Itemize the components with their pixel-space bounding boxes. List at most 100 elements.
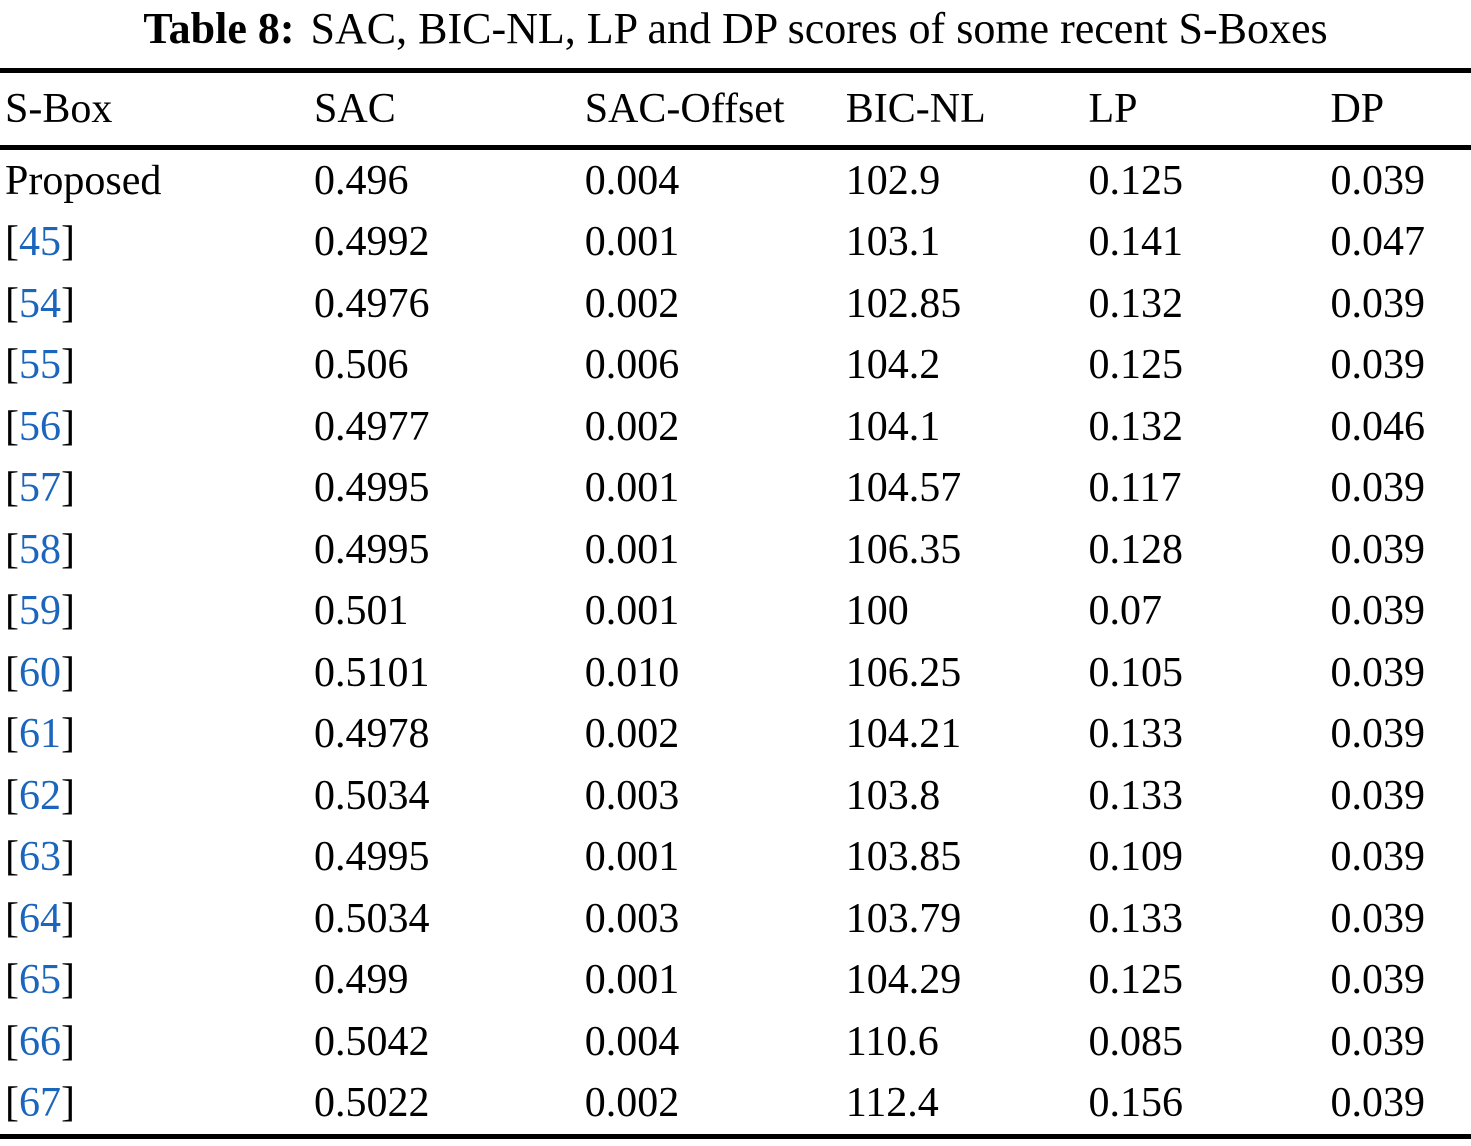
citation-bracket-close: ]	[61, 1080, 75, 1127]
citation-link[interactable]: 59	[19, 588, 61, 635]
cell-sbox: [54]	[0, 273, 314, 335]
cell-sbox: [64]	[0, 888, 314, 950]
cell-sac-offset: 0.001	[584, 834, 680, 881]
citation-bracket-close: ]	[61, 526, 75, 573]
table-row: [61] 0.4978 0.002 104.21 0.133 0.039	[0, 703, 1471, 765]
cell-lp: 0.128	[1088, 526, 1184, 573]
cell-bic-nl: 103.85	[845, 834, 962, 881]
citation-bracket-open: [	[5, 526, 19, 573]
cell-lp: 0.125	[1088, 157, 1184, 204]
cell-sac-offset: 0.010	[584, 649, 680, 696]
citation-bracket-close: ]	[61, 219, 75, 266]
cell-sbox: [59]	[0, 580, 314, 642]
cell-dp: 0.039	[1330, 895, 1425, 942]
cell-bic-nl: 106.35	[845, 526, 962, 573]
cell-lp: 0.133	[1088, 772, 1184, 819]
cell-sac: 0.501	[314, 588, 409, 635]
cell-lp: 0.133	[1088, 711, 1184, 758]
citation-link[interactable]: 67	[19, 1080, 61, 1127]
cell-sbox: [62]	[0, 765, 314, 827]
cell-dp: 0.039	[1330, 711, 1425, 758]
cell-bic-nl: 104.21	[845, 711, 962, 758]
table-row: [66] 0.5042 0.004 110.6 0.085 0.039	[0, 1011, 1471, 1073]
citation-bracket-open: [	[5, 957, 19, 1004]
cell-sac: 0.4995	[314, 465, 430, 512]
cell-sac: 0.4995	[314, 834, 430, 881]
cell-lp: 0.125	[1088, 957, 1184, 1004]
cell-dp: 0.039	[1330, 280, 1425, 327]
cell-sbox: [65]	[0, 949, 314, 1011]
column-header-dp: DP	[1330, 85, 1385, 132]
cell-sbox: [63]	[0, 826, 314, 888]
cell-sac: 0.5034	[314, 895, 430, 942]
cell-sac: 0.5022	[314, 1080, 430, 1127]
cell-lp: 0.105	[1088, 649, 1184, 696]
cell-sbox: [60]	[0, 642, 314, 704]
table-header: S-Box SAC SAC-Offset BIC-NL LP DP	[0, 70, 1471, 148]
cell-dp: 0.039	[1330, 649, 1425, 696]
cell-sac: 0.496	[314, 157, 409, 204]
column-header-s-box: S-Box	[5, 85, 113, 132]
scores-table: S-Box SAC SAC-Offset BIC-NL LP DP Proposed 0.4…	[0, 67, 1471, 1139]
cell-sac-offset: 0.001	[584, 588, 680, 635]
citation-link[interactable]: 55	[19, 342, 61, 389]
cell-sbox: [66]	[0, 1011, 314, 1073]
citation-link[interactable]: 58	[19, 526, 61, 573]
citation-link[interactable]: 60	[19, 649, 61, 696]
cell-dp: 0.039	[1330, 772, 1425, 819]
cell-dp: 0.039	[1330, 1080, 1425, 1127]
citation-bracket-open: [	[5, 895, 19, 942]
cell-bic-nl: 110.6	[845, 1018, 939, 1065]
citation-bracket-open: [	[5, 1080, 19, 1127]
table-row: [63] 0.4995 0.001 103.85 0.109 0.039	[0, 826, 1471, 888]
cell-bic-nl: 104.29	[845, 957, 962, 1004]
citation-link[interactable]: 66	[19, 1018, 61, 1065]
cell-dp: 0.047	[1330, 219, 1425, 266]
citation-bracket-close: ]	[61, 834, 75, 881]
citation-bracket-close: ]	[61, 588, 75, 635]
column-header-sac: SAC	[314, 85, 396, 132]
cell-sac: 0.4995	[314, 526, 430, 573]
cell-lp: 0.156	[1088, 1080, 1184, 1127]
cell-lp: 0.133	[1088, 895, 1184, 942]
citation-link[interactable]: 65	[19, 957, 61, 1004]
citation-link[interactable]: 61	[19, 711, 61, 758]
citation-bracket-open: [	[5, 280, 19, 327]
citation-link[interactable]: 56	[19, 403, 61, 450]
citation-bracket-close: ]	[61, 649, 75, 696]
cell-dp: 0.039	[1330, 588, 1425, 635]
citation-bracket-close: ]	[61, 957, 75, 1004]
cell-dp: 0.039	[1330, 526, 1425, 573]
table-caption-text: SAC, BIC-NL, LP and DP scores of some re…	[310, 4, 1328, 53]
table-row: [60] 0.5101 0.010 106.25 0.105 0.039	[0, 642, 1471, 704]
table-row: [57] 0.4995 0.001 104.57 0.117 0.039	[0, 457, 1471, 519]
table-row: [45] 0.4992 0.001 103.1 0.141 0.047	[0, 211, 1471, 273]
citation-link[interactable]: 54	[19, 280, 61, 327]
cell-sac-offset: 0.001	[584, 957, 680, 1004]
citation-bracket-close: ]	[61, 465, 75, 512]
table-row: [55] 0.506 0.006 104.2 0.125 0.039	[0, 334, 1471, 396]
cell-sac: 0.499	[314, 957, 409, 1004]
cell-sbox: [58]	[0, 519, 314, 581]
citation-link[interactable]: 64	[19, 895, 61, 942]
cell-lp: 0.132	[1088, 403, 1184, 450]
citation-bracket-close: ]	[61, 403, 75, 450]
citation-link[interactable]: 62	[19, 772, 61, 819]
cell-lp: 0.125	[1088, 342, 1184, 389]
cell-sac: 0.5042	[314, 1018, 430, 1065]
cell-sac-offset: 0.003	[584, 772, 680, 819]
citation-link[interactable]: 57	[19, 465, 61, 512]
cell-sac: 0.5101	[314, 649, 430, 696]
cell-dp: 0.039	[1330, 465, 1425, 512]
cell-sac: 0.4977	[314, 403, 430, 450]
cell-lp: 0.109	[1088, 834, 1184, 881]
citation-link[interactable]: 63	[19, 834, 61, 881]
column-header-sac-offset: SAC-Offset	[584, 85, 785, 132]
citation-link[interactable]: 45	[19, 219, 61, 266]
citation-bracket-open: [	[5, 342, 19, 389]
cell-dp: 0.039	[1330, 834, 1425, 881]
cell-sac-offset: 0.002	[584, 280, 680, 327]
citation-bracket-close: ]	[61, 895, 75, 942]
table-row: [62] 0.5034 0.003 103.8 0.133 0.039	[0, 765, 1471, 827]
cell-lp: 0.117	[1088, 465, 1182, 512]
